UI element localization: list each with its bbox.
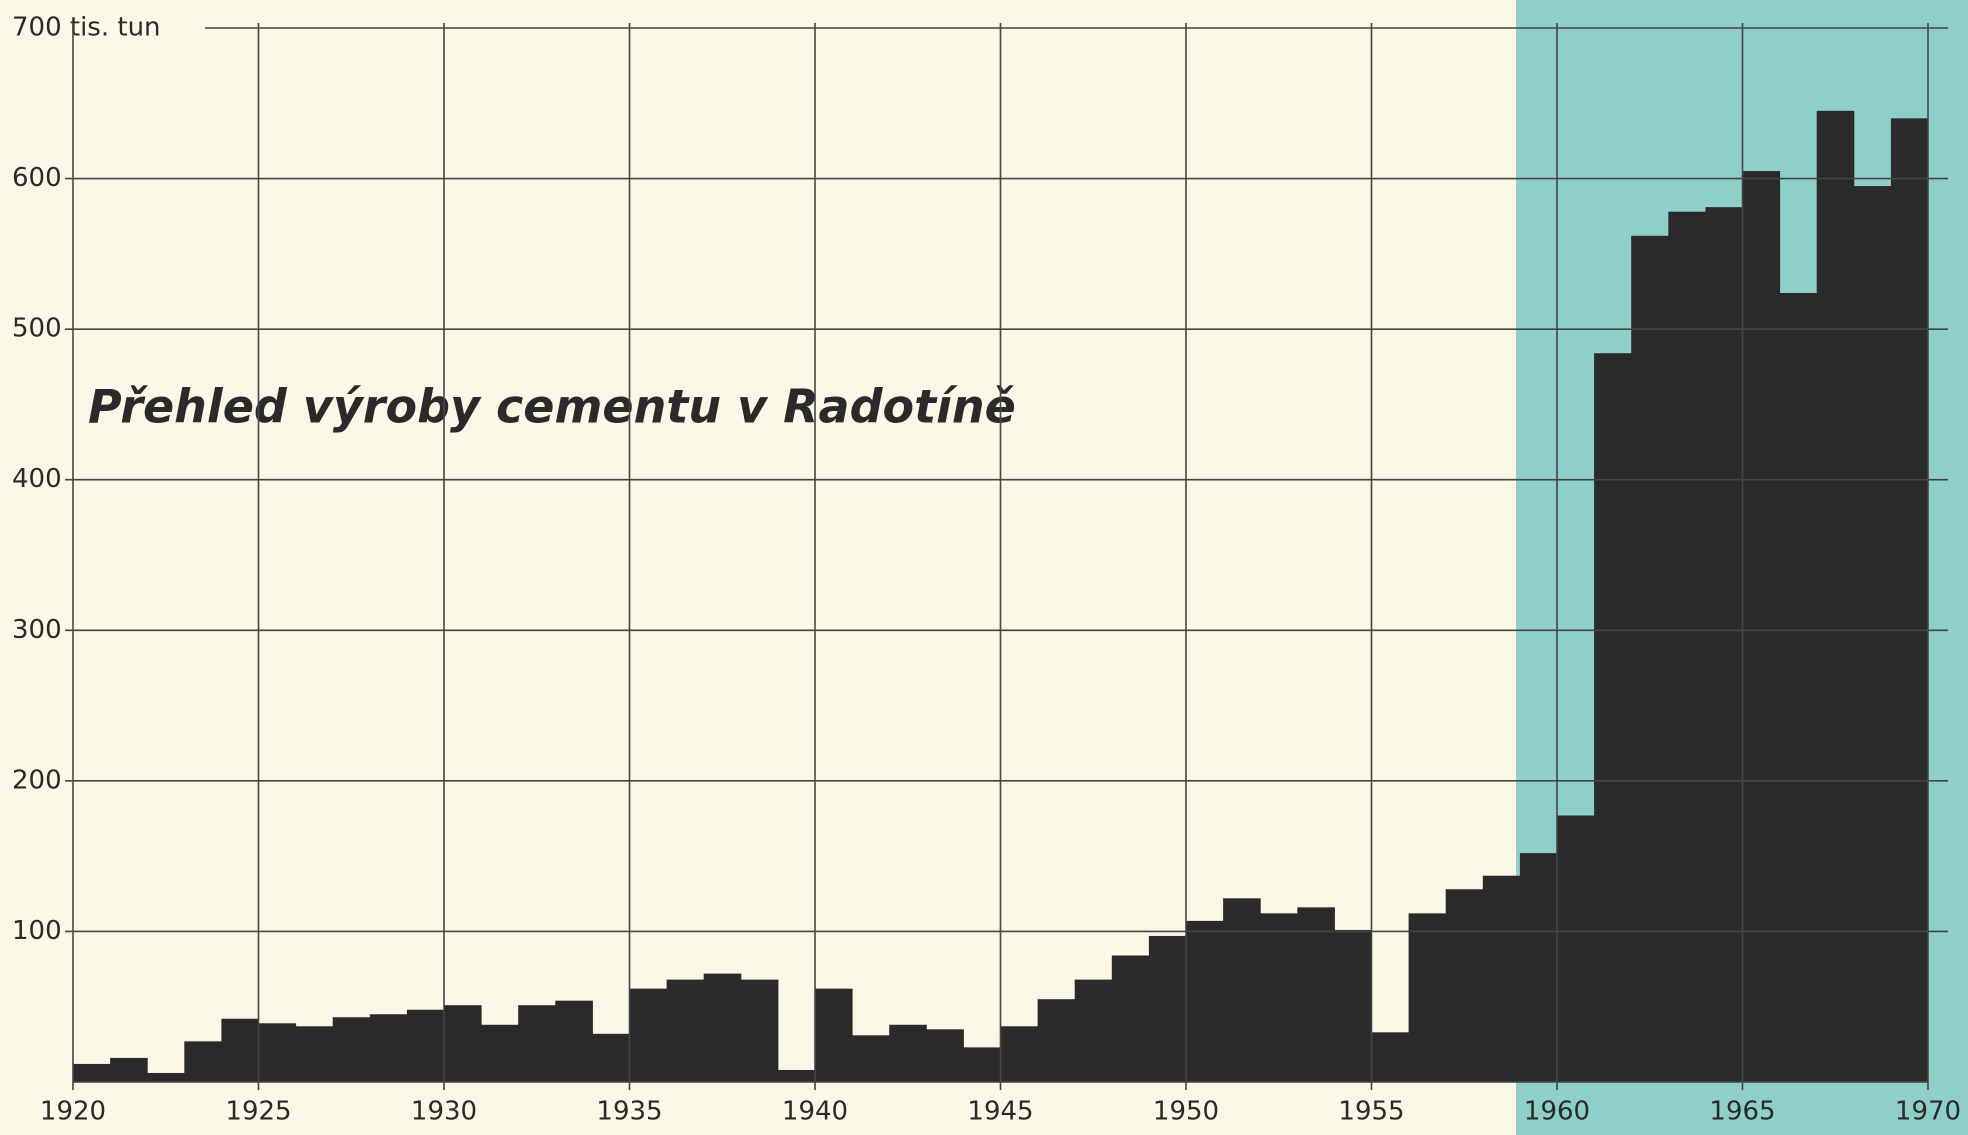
bar <box>1631 235 1669 1082</box>
bar <box>1594 353 1632 1083</box>
bar <box>815 988 853 1082</box>
bar <box>1705 207 1743 1082</box>
bar <box>332 1017 371 1082</box>
x-tick-label: 1970 <box>1895 1097 1961 1127</box>
bar <box>1445 889 1484 1082</box>
chart-title: Přehled výroby cementu v Radotíně <box>88 380 1016 434</box>
bar <box>1000 1026 1039 1082</box>
x-tick-label: 1945 <box>967 1097 1033 1127</box>
bar <box>1111 955 1150 1082</box>
bar <box>1557 815 1595 1082</box>
bar <box>406 1009 445 1082</box>
bar <box>518 1005 556 1082</box>
bar <box>1074 979 1113 1082</box>
bar <box>1408 913 1447 1082</box>
bar <box>1297 907 1335 1082</box>
bar <box>1334 929 1372 1082</box>
x-tick-label: 1955 <box>1338 1097 1404 1127</box>
bar <box>444 1005 482 1082</box>
x-tick-label: 1960 <box>1524 1097 1590 1127</box>
y-tick-label: 500 <box>12 314 62 344</box>
bar <box>221 1018 259 1082</box>
bar <box>740 979 779 1082</box>
bar <box>1482 875 1521 1082</box>
x-tick-label: 1930 <box>411 1097 477 1127</box>
bar <box>1890 118 1929 1083</box>
bar <box>1519 853 1558 1082</box>
bar <box>926 1029 964 1082</box>
bar <box>1037 999 1076 1082</box>
bar <box>295 1026 334 1082</box>
x-tick-label: 1950 <box>1153 1097 1219 1127</box>
x-tick-label: 1920 <box>40 1097 106 1127</box>
bar <box>184 1041 222 1082</box>
bar <box>555 1000 593 1082</box>
bar <box>1186 920 1224 1082</box>
bar <box>110 1057 148 1082</box>
bar <box>629 988 668 1082</box>
bar <box>852 1035 890 1082</box>
bar <box>889 1024 927 1082</box>
bar <box>666 979 705 1082</box>
bar <box>1223 898 1261 1082</box>
bar <box>592 1033 630 1082</box>
bar <box>147 1072 185 1082</box>
y-tick-label: 700 tis. tun <box>12 13 161 43</box>
bar <box>1742 171 1781 1083</box>
bar <box>1853 186 1892 1083</box>
bar <box>703 973 742 1082</box>
bar <box>1260 913 1298 1082</box>
bar <box>963 1047 1001 1082</box>
bar <box>1371 1032 1410 1082</box>
bar <box>1816 110 1855 1083</box>
y-tick-label: 300 <box>12 615 62 645</box>
x-tick-label: 1925 <box>225 1097 291 1127</box>
bar <box>1779 293 1818 1082</box>
bar <box>258 1023 297 1082</box>
x-tick-label: 1935 <box>596 1097 662 1127</box>
y-tick-label: 400 <box>12 464 62 494</box>
x-tick-label: 1940 <box>782 1097 848 1127</box>
bar <box>1148 935 1187 1082</box>
bar <box>481 1024 519 1082</box>
y-tick-label: 200 <box>12 765 62 795</box>
y-tick-label: 100 <box>12 916 62 946</box>
bar <box>1668 211 1706 1082</box>
bar <box>369 1014 408 1082</box>
bar <box>73 1063 111 1082</box>
bar <box>777 1069 816 1082</box>
y-tick-label: 600 <box>12 163 62 193</box>
x-tick-label: 1965 <box>1709 1097 1775 1127</box>
